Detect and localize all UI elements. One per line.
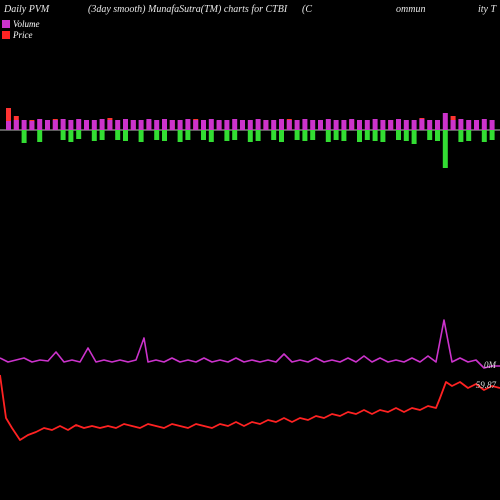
chart-container: Daily PVM (3day smooth) MunafaSutra(TM) … xyxy=(0,0,500,500)
pvm-bar-svg xyxy=(0,85,500,175)
title-segment-5: ity T xyxy=(478,4,496,15)
line-chart-svg xyxy=(0,280,500,460)
title-segment-2: (3day smooth) MunafaSutra(TM) charts for… xyxy=(88,4,287,15)
chart-title-bar: Daily PVM (3day smooth) MunafaSutra(TM) … xyxy=(0,4,500,20)
title-segment-3: (C xyxy=(302,4,312,15)
volume-axis-label: 0M xyxy=(484,360,496,370)
price-volume-line-chart: 0M 59.87 xyxy=(0,280,500,460)
legend-volume: Volume xyxy=(2,18,40,29)
legend-volume-label: Volume xyxy=(13,19,40,29)
title-segment-4: ommun xyxy=(396,4,425,15)
legend-price: Price xyxy=(2,29,40,40)
legend-price-swatch xyxy=(2,31,10,39)
price-axis-label: 59.87 xyxy=(476,380,496,390)
legend-price-label: Price xyxy=(13,30,33,40)
title-segment-1: Daily PVM xyxy=(4,4,49,15)
pvm-bar-chart xyxy=(0,85,500,175)
legend-volume-swatch xyxy=(2,20,10,28)
legend: Volume Price xyxy=(2,18,40,40)
